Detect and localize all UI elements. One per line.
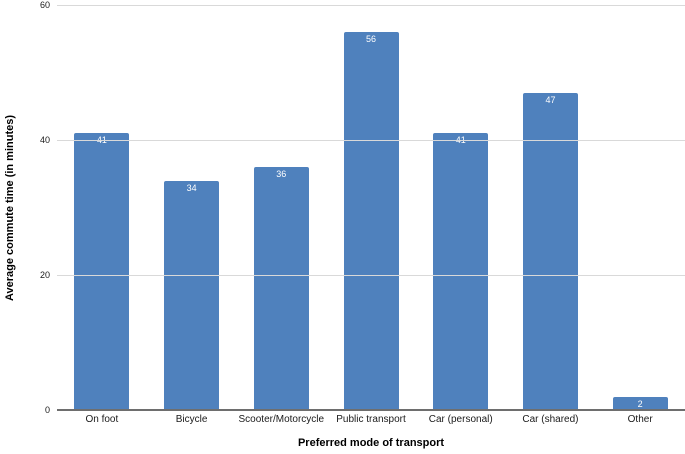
- bar-value-label: 56: [366, 34, 377, 44]
- bars-row: 41 34 36 56 41 47 2: [57, 5, 685, 410]
- x-tick-label: Bicycle: [175, 414, 208, 425]
- x-tick-label: Car (personal): [428, 414, 493, 425]
- gridline: [57, 5, 685, 6]
- bar-slot: 41: [57, 5, 147, 410]
- x-tick-label: Other: [627, 414, 653, 425]
- x-axis-line: [57, 409, 685, 411]
- bar-value-label: 36: [276, 169, 287, 179]
- bar-slot: 56: [326, 5, 416, 410]
- bar-value-label: 2: [637, 398, 643, 409]
- y-tick-label: 40: [39, 135, 50, 145]
- bar-slot: 47: [506, 5, 596, 410]
- bar: 41: [433, 133, 489, 410]
- bar-value-label: 34: [186, 182, 197, 193]
- bar-value-label: 47: [545, 94, 556, 105]
- bar: 41: [74, 133, 130, 410]
- bar: 56: [343, 32, 399, 410]
- y-tick-label: 60: [39, 0, 50, 10]
- y-tick-label: 20: [39, 270, 50, 280]
- gridline: [57, 275, 685, 276]
- bar: 36: [253, 167, 309, 410]
- bar: 34: [164, 180, 220, 410]
- plot-area: 41 34 36 56 41 47 2: [57, 5, 685, 410]
- bar: 47: [522, 92, 578, 410]
- x-tick-label: Scooter/Motorcycle: [238, 414, 325, 425]
- bar-slot: 34: [147, 5, 237, 410]
- x-tick-label: On foot: [85, 414, 119, 425]
- gridline: [57, 140, 685, 141]
- bar-slot: 41: [416, 5, 506, 410]
- bar-slot: 36: [236, 5, 326, 410]
- bar-slot: 2: [595, 5, 685, 410]
- y-axis-title: Average commute time (in minutes): [4, 114, 16, 301]
- y-tick-label: 0: [44, 405, 50, 415]
- x-labels-row: On foot Bicycle Scooter/Motorcycle Public t…: [57, 414, 685, 425]
- x-tick-label: Public transport: [336, 414, 406, 425]
- x-tick-label: Car (shared): [522, 414, 579, 425]
- x-axis-title: Preferred mode of transport: [297, 437, 445, 449]
- bar: 2: [612, 396, 668, 410]
